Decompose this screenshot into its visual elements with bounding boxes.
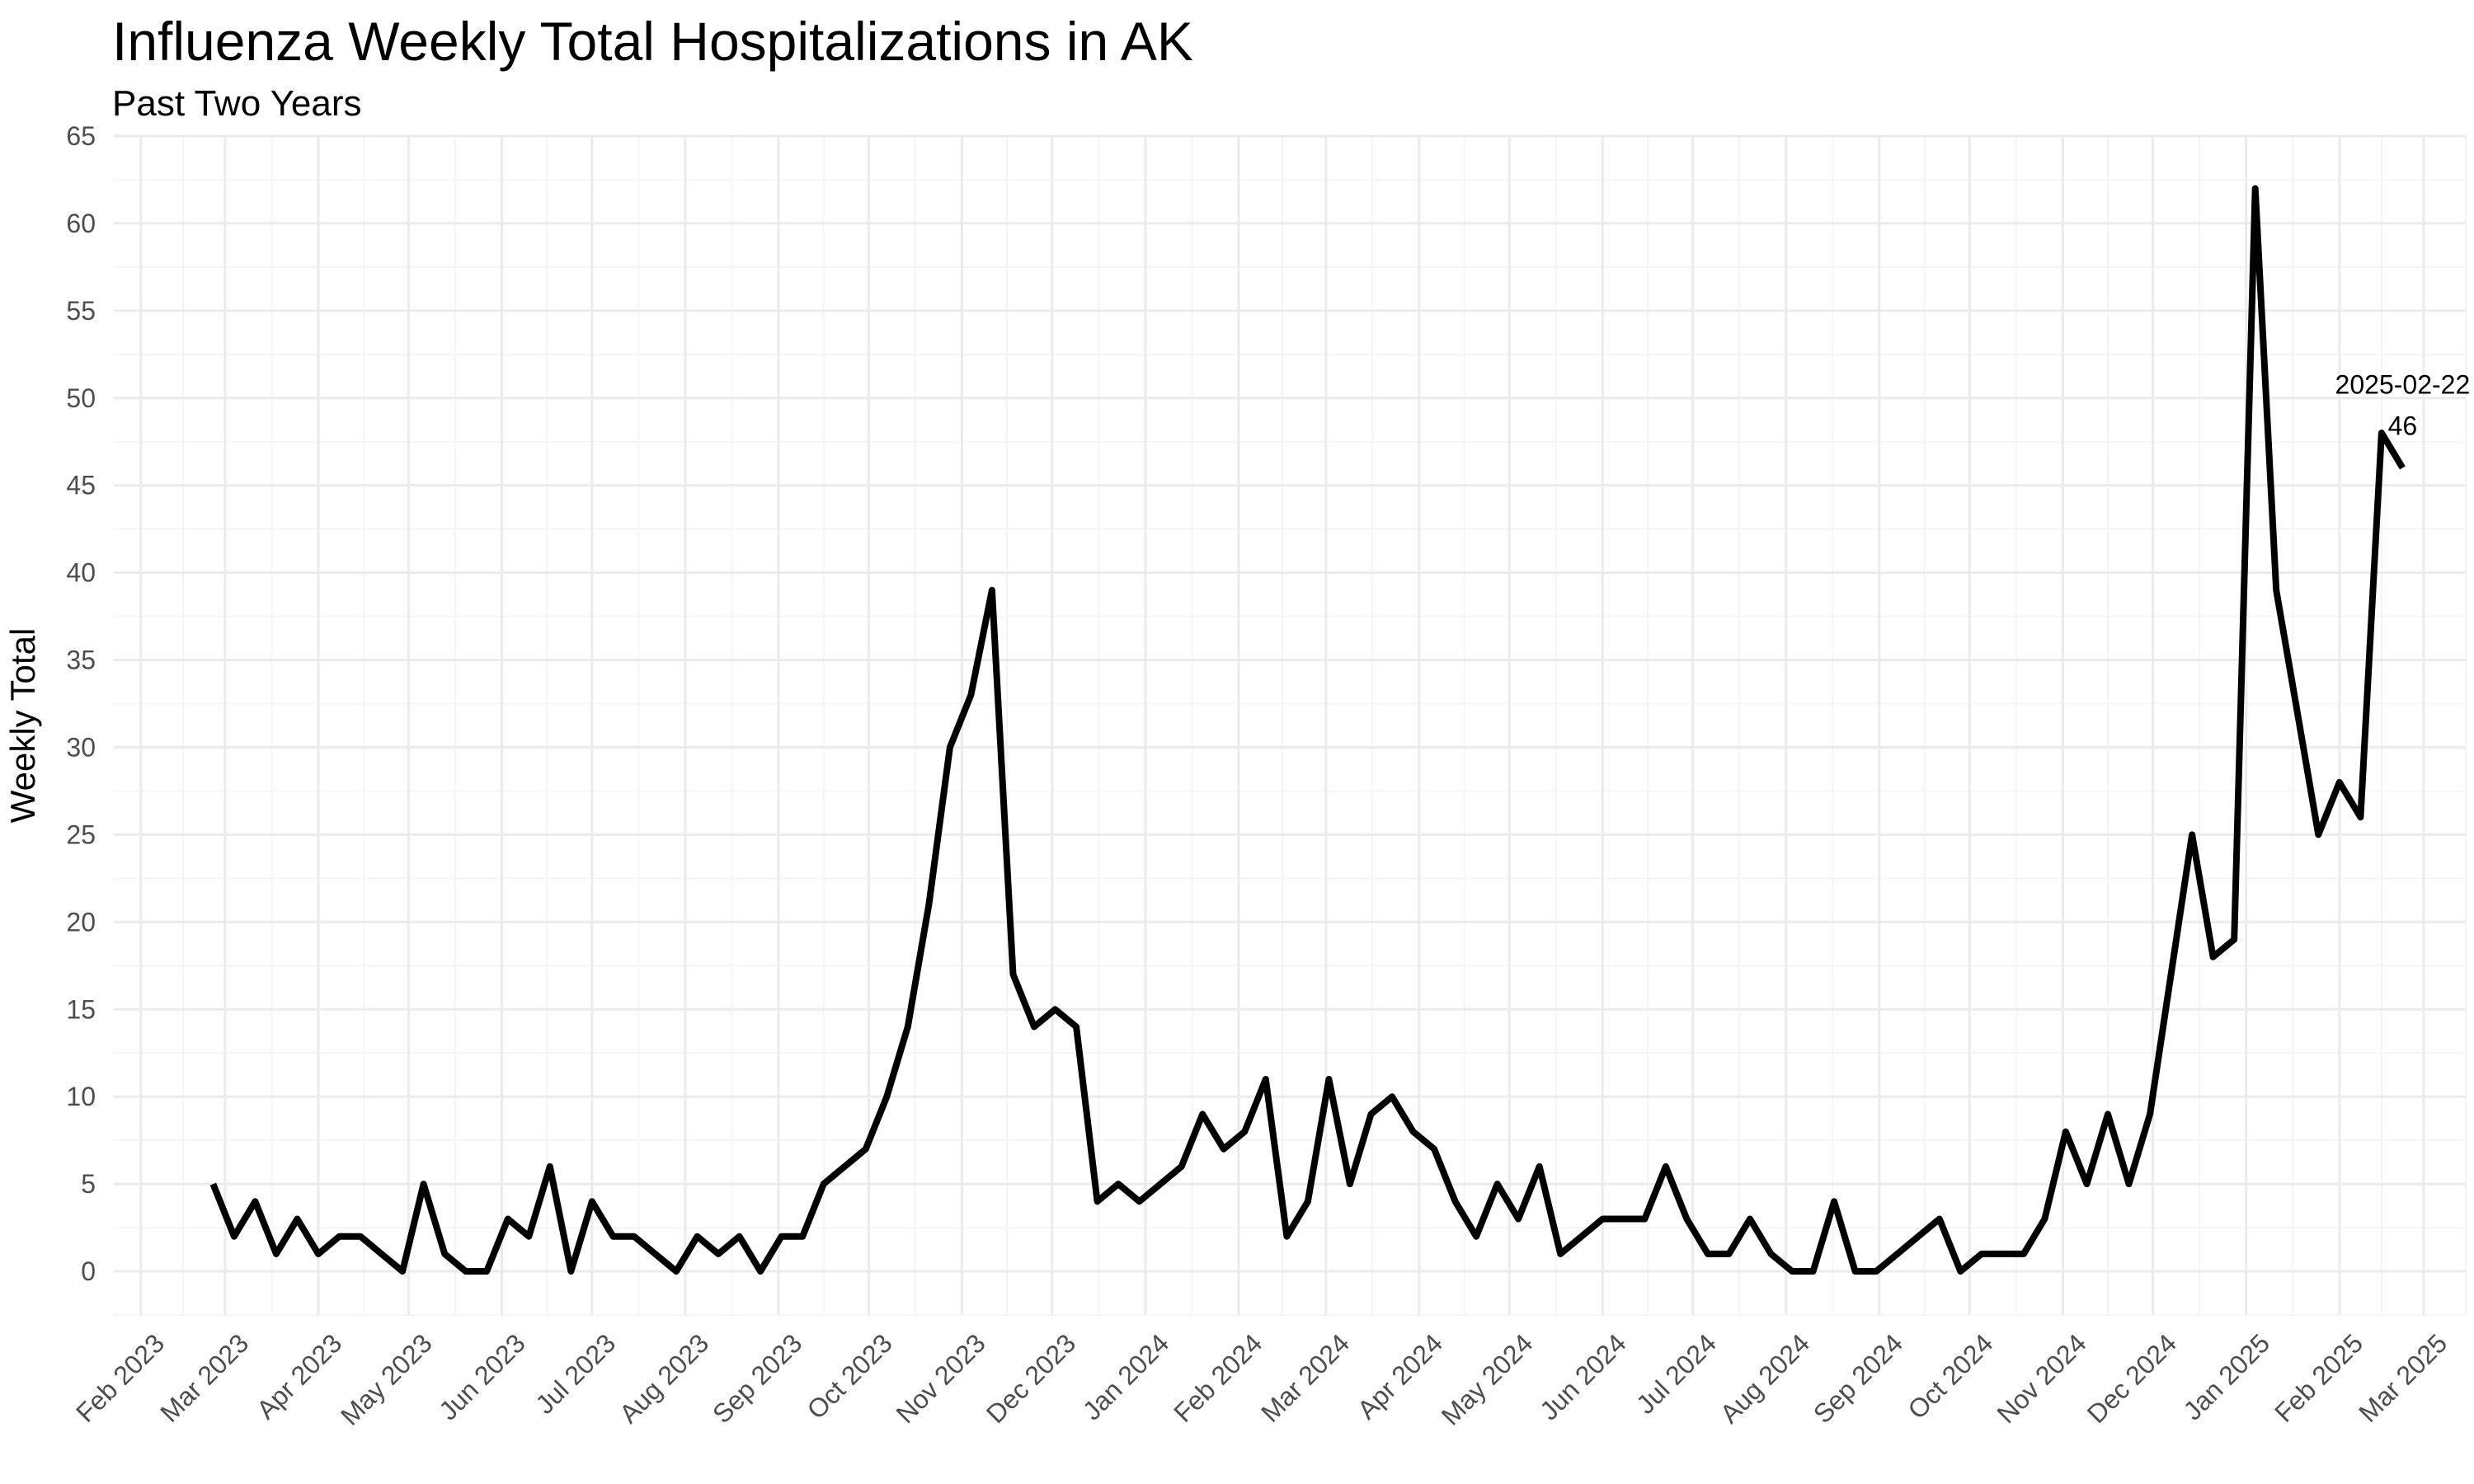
x-tick-label: Feb 2023 xyxy=(70,1328,170,1428)
x-tick-label: Dec 2023 xyxy=(981,1328,1081,1429)
x-tick-label: Feb 2024 xyxy=(1168,1328,1268,1428)
x-tick-label: Sep 2023 xyxy=(707,1328,807,1429)
x-tick-label: Dec 2024 xyxy=(2081,1328,2182,1429)
major-gridlines xyxy=(114,134,2466,1315)
x-tick-label: Aug 2023 xyxy=(614,1328,714,1429)
y-axis-title: Weekly Total xyxy=(3,628,42,824)
y-tick-label: 40 xyxy=(66,558,96,588)
y-tick-label: 45 xyxy=(66,471,96,500)
x-tick-label: Apr 2024 xyxy=(1352,1328,1448,1425)
y-tick-label: 10 xyxy=(66,1082,96,1111)
minor-gridlines xyxy=(114,136,2467,1316)
y-tick-label: 65 xyxy=(66,121,96,151)
x-tick-label: May 2024 xyxy=(1436,1328,1539,1431)
x-tick-label: May 2023 xyxy=(335,1328,438,1431)
y-tick-label: 25 xyxy=(66,819,96,849)
x-tick-label: Jan 2024 xyxy=(1077,1328,1175,1426)
chart-title: Influenza Weekly Total Hospitalizations … xyxy=(112,11,1193,72)
y-tick-label: 20 xyxy=(66,907,96,937)
series-points xyxy=(209,186,2406,1275)
x-tick-label: Sep 2024 xyxy=(1808,1328,1908,1429)
x-tick-label: Feb 2025 xyxy=(2269,1328,2368,1428)
y-tick-label: 60 xyxy=(66,209,96,238)
x-tick-label: Apr 2023 xyxy=(251,1328,347,1425)
x-tick-label: Jan 2025 xyxy=(2178,1328,2276,1426)
annotation-latest: 2025-02-22 46 xyxy=(2335,370,2471,441)
x-tick-label: Aug 2024 xyxy=(1714,1328,1815,1429)
x-tick-label: Mar 2023 xyxy=(154,1328,254,1428)
y-tick-label: 5 xyxy=(81,1169,96,1199)
y-tick-label: 50 xyxy=(66,383,96,413)
y-tick-label: 55 xyxy=(66,296,96,326)
x-tick-label: Oct 2024 xyxy=(1902,1328,1998,1425)
series-line-weekly-total xyxy=(209,185,2406,1275)
y-tick-label: 15 xyxy=(66,994,96,1024)
annotation-date-label: 2025-02-22 xyxy=(2335,370,2471,400)
x-tick-label: Oct 2023 xyxy=(801,1328,897,1425)
x-tick-label: Nov 2023 xyxy=(891,1328,991,1429)
annotation-value-label: 46 xyxy=(2388,411,2418,441)
y-tick-label: 35 xyxy=(66,646,96,675)
x-tick-label: Jun 2024 xyxy=(1534,1328,1632,1426)
y-axis-ticks: 0 5 10 15 20 25 30 35 40 45 50 55 60 65 xyxy=(66,121,96,1286)
x-tick-label: Mar 2024 xyxy=(1255,1328,1355,1428)
x-tick-label: Jul 2024 xyxy=(1630,1328,1722,1420)
x-tick-label: Jul 2023 xyxy=(529,1328,621,1420)
y-tick-label: 30 xyxy=(66,732,96,762)
x-tick-label: Jun 2023 xyxy=(433,1328,531,1426)
x-tick-label: Mar 2025 xyxy=(2353,1328,2453,1428)
y-tick-label: 0 xyxy=(81,1256,96,1286)
x-tick-label: Nov 2024 xyxy=(1991,1328,2091,1429)
chart-subtitle: Past Two Years xyxy=(112,83,362,124)
